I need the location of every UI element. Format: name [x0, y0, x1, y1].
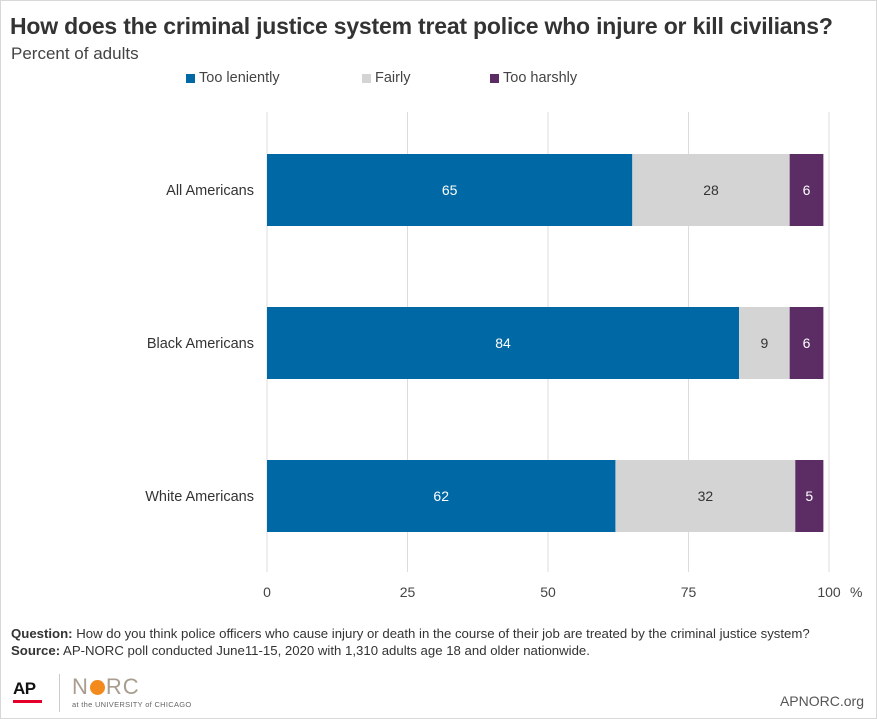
x-tick-label: 75	[681, 584, 697, 600]
legend-item-fairly: Fairly	[362, 70, 410, 86]
x-tick-label: 25	[400, 584, 416, 600]
x-tick-label: 0	[263, 584, 271, 600]
category-label: White Americans	[145, 489, 254, 505]
data-label: 65	[442, 182, 458, 198]
source-label: Source:	[11, 643, 61, 658]
data-label: 62	[433, 488, 449, 504]
apnorc-url: APNORC.org	[779, 693, 864, 709]
chart-title: How does the criminal justice system tre…	[10, 13, 833, 39]
category-label: Black Americans	[147, 336, 254, 352]
data-label: 84	[495, 335, 511, 351]
chart-footer: Question: How do you think police office…	[11, 625, 810, 659]
ap-logo-text: AP	[13, 679, 36, 698]
bar-segment	[615, 460, 796, 532]
legend-label-fairly: Fairly	[375, 70, 411, 86]
legend-swatch-too-leniently	[186, 73, 195, 83]
bar-segment	[789, 154, 824, 226]
legend-swatch-fairly	[362, 73, 371, 83]
legend-label-too-harshly: Too harshly	[503, 70, 578, 86]
bar-segment	[789, 307, 824, 379]
legend-label-too-leniently: Too leniently	[199, 70, 280, 86]
norc-logo-o-icon	[89, 680, 105, 695]
logo-divider	[59, 674, 60, 712]
ap-logo: AP	[13, 680, 42, 703]
legend-swatch-too-harshly	[490, 73, 499, 83]
x-tick-label: 100	[817, 584, 841, 600]
question-text: How do you think police officers who cau…	[72, 626, 810, 641]
bar-segment	[739, 307, 790, 379]
data-label: 9	[760, 335, 768, 351]
legend: Too leniently Fairly Too harshly	[0, 70, 877, 90]
footer-source: Source: AP-NORC poll conducted June11-15…	[11, 642, 810, 659]
bar-segment	[267, 154, 633, 226]
data-label: 32	[698, 488, 714, 504]
legend-item-too-leniently: Too leniently	[186, 70, 280, 86]
bar-segment	[267, 460, 616, 532]
chart-subtitle: Percent of adults	[11, 44, 139, 63]
legend-item-too-harshly: Too harshly	[490, 70, 577, 86]
data-label: 6	[803, 182, 811, 198]
ap-logo-bar	[13, 700, 42, 703]
question-label: Question:	[11, 626, 73, 641]
data-label: 28	[703, 182, 719, 198]
data-label: 5	[805, 488, 813, 504]
source-text: AP-NORC poll conducted June11-15, 2020 w…	[60, 643, 590, 658]
x-tick-label: 50	[540, 584, 556, 600]
bar-segment	[267, 307, 740, 379]
x-axis-unit: %	[850, 584, 862, 600]
norc-logo-n: N	[72, 674, 89, 699]
bar-segment	[795, 460, 824, 532]
norc-logo-subtitle: at the UNIVERSITY of CHICAGO	[72, 700, 192, 709]
category-label: All Americans	[166, 183, 254, 199]
norc-logo: N RC at the UNIVERSITY of CHICAGO	[72, 674, 192, 710]
data-label: 6	[803, 335, 811, 351]
bar-segment	[632, 154, 790, 226]
footer-question: Question: How do you think police office…	[11, 625, 810, 642]
norc-logo-rc: RC	[105, 674, 140, 699]
